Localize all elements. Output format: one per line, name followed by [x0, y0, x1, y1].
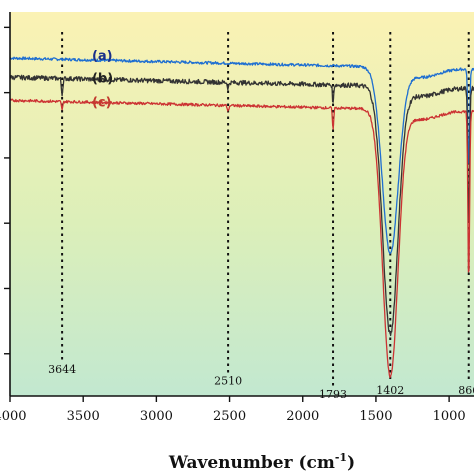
peak-labels: 3644 2510 1793 1402 866 [48, 363, 474, 401]
x-tick-label-5: 1500 [359, 409, 392, 424]
peak-label-866: 866 [458, 384, 474, 397]
series-line-1 [10, 74, 474, 337]
series-labels: (a) (b) (c) [92, 49, 113, 110]
series-label-0: (a) [92, 49, 113, 64]
series-label-2: (c) [92, 95, 112, 110]
peak-label-2510: 2510 [214, 374, 242, 387]
y-axis-ticks [4, 26, 10, 355]
x-tick-label-2: 3000 [140, 409, 173, 424]
x-axis-ticks: 4000 3500 3000 2500 2000 1500 1000 [0, 396, 466, 424]
series-line-2 [10, 98, 474, 379]
peak-label-3644: 3644 [48, 363, 76, 376]
peak-markers [61, 32, 470, 386]
series-line-0 [10, 56, 474, 255]
x-tick-label-1: 3500 [67, 409, 100, 424]
x-tick-label-3: 2500 [213, 409, 246, 424]
peak-label-1793: 1793 [319, 388, 347, 401]
x-axis-title: Wavenumber (cm-1) [168, 451, 355, 473]
spectra [10, 56, 474, 379]
plot-background [10, 12, 474, 396]
x-tick-label-6: 1000 [433, 409, 466, 424]
x-tick-label-0: 4000 [0, 409, 27, 424]
x-tick-label-4: 2000 [286, 409, 319, 424]
peak-label-1402: 1402 [376, 384, 404, 397]
series-label-1: (b) [92, 71, 113, 86]
